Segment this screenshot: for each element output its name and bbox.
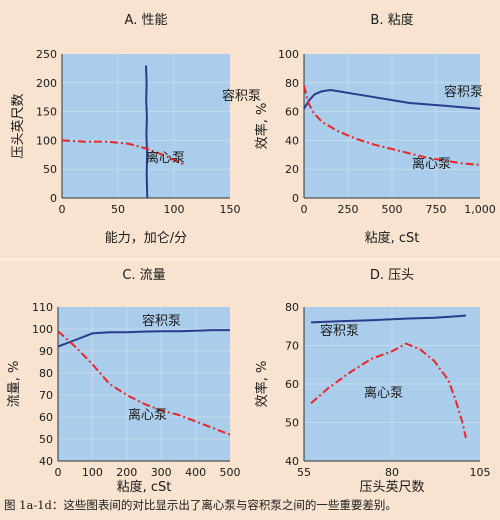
y-tick-label: 80 (285, 301, 299, 314)
figure-caption: 图 1a-1d：这些图表间的对比显示出了离心泵与容积泵之间的一些重要差别。 (4, 498, 397, 512)
y-tick-label: 80 (39, 367, 53, 380)
positive-displacement-pump-label: 容积泵 (320, 323, 359, 339)
y-tick-label: 100 (36, 134, 57, 147)
y-tick-label: 100 (32, 323, 53, 336)
y-tick-label: 90 (39, 345, 53, 358)
chart-b-viscosity: B. 粘度 0 20 40 60 80 100 0 250 500 750 1,000 粘度, cSt 效… (254, 12, 496, 246)
y-axis-label: 压头英尺数 (11, 93, 26, 158)
centrifugal-pump-label: 离心泵 (364, 385, 403, 401)
x-tick-label: 200 (116, 466, 137, 479)
chart-a-performance: A. 性能 0 50 100 150 200 250 0 50 100 150 能力，加仑/分 压头英尺… (11, 13, 261, 246)
chart-title: D. 压头 (370, 268, 414, 283)
y-tick-label: 0 (292, 192, 299, 205)
centrifugal-pump-line (303, 85, 481, 166)
y-axis-label: 流量, % (7, 361, 22, 408)
y-tick-label: 100 (278, 48, 299, 61)
positive-displacement-pump-line (145, 65, 149, 199)
y-tick-label: 110 (32, 301, 53, 314)
x-tick-label: 0 (55, 466, 62, 479)
y-tick-label: 40 (285, 455, 299, 468)
x-tick-label: 750 (426, 203, 447, 216)
y-tick-label: 40 (39, 455, 53, 468)
y-tick-label: 250 (36, 48, 57, 61)
x-tick-label: 100 (164, 203, 185, 216)
centrifugal-pump-line (61, 139, 186, 167)
y-tick-label: 20 (285, 163, 299, 176)
chart-c-flow: C. 流量 40 50 60 70 80 90 100 110 0 100 200 300 400 500 粘… (7, 268, 241, 495)
positive-displacement-pump-line (310, 314, 467, 324)
y-tick-label: 50 (43, 163, 57, 176)
positive-displacement-pump-line (303, 88, 481, 110)
y-tick-label: 200 (36, 77, 57, 90)
y-tick-label: 40 (285, 134, 299, 147)
y-tick-label: 50 (285, 417, 299, 430)
chart-title: A. 性能 (125, 13, 168, 28)
x-tick-label: 100 (82, 466, 103, 479)
positive-displacement-pump-line (57, 329, 230, 348)
x-tick-label: 1,000 (464, 203, 496, 216)
panel-divider-band (0, 258, 500, 261)
plot-area (58, 307, 230, 461)
y-tick-label: 0 (50, 192, 57, 205)
x-tick-label: 55 (297, 466, 311, 479)
centrifugal-pump-label: 离心泵 (146, 150, 185, 166)
centrifugal-pump-label: 离心泵 (128, 407, 167, 423)
x-axis-label: 粘度, cSt (117, 479, 172, 495)
y-tick-label: 70 (285, 340, 299, 353)
x-tick-label: 500 (220, 466, 241, 479)
y-tick-label: 150 (36, 106, 57, 119)
y-tick-label: 60 (285, 378, 299, 391)
x-axis-label: 压头英尺数 (359, 480, 424, 495)
centrifugal-pump-label: 离心泵 (412, 156, 451, 172)
x-tick-label: 500 (382, 203, 403, 216)
y-tick-label: 60 (285, 106, 299, 119)
x-axis-label: 粘度, cSt (365, 230, 420, 246)
chart-title: C. 流量 (122, 268, 165, 283)
positive-displacement-pump-label: 容积泵 (444, 84, 483, 100)
x-axis-label: 能力，加仑/分 (105, 231, 187, 246)
x-tick-label: 105 (470, 466, 491, 479)
chart-title: B. 粘度 (370, 12, 413, 28)
y-tick-label: 50 (39, 433, 53, 446)
x-tick-label: 80 (385, 466, 399, 479)
x-tick-label: 300 (151, 466, 172, 479)
x-tick-label: 400 (185, 466, 206, 479)
positive-displacement-pump-label: 容积泵 (142, 313, 181, 329)
x-tick-label: 250 (338, 203, 359, 216)
y-tick-label: 80 (285, 77, 299, 90)
x-tick-label: 0 (59, 203, 66, 216)
centrifugal-pump-line (310, 342, 467, 439)
x-tick-label: 0 (301, 203, 308, 216)
x-tick-label: 150 (220, 203, 241, 216)
centrifugal-pump-line (57, 330, 231, 436)
y-axis-label: 效率, % (254, 103, 270, 150)
y-tick-label: 60 (39, 411, 53, 424)
y-axis-label: 效率, % (254, 361, 270, 408)
x-tick-label: 50 (111, 203, 125, 216)
positive-displacement-pump-label: 容积泵 (222, 88, 261, 104)
y-tick-label: 70 (39, 389, 53, 402)
